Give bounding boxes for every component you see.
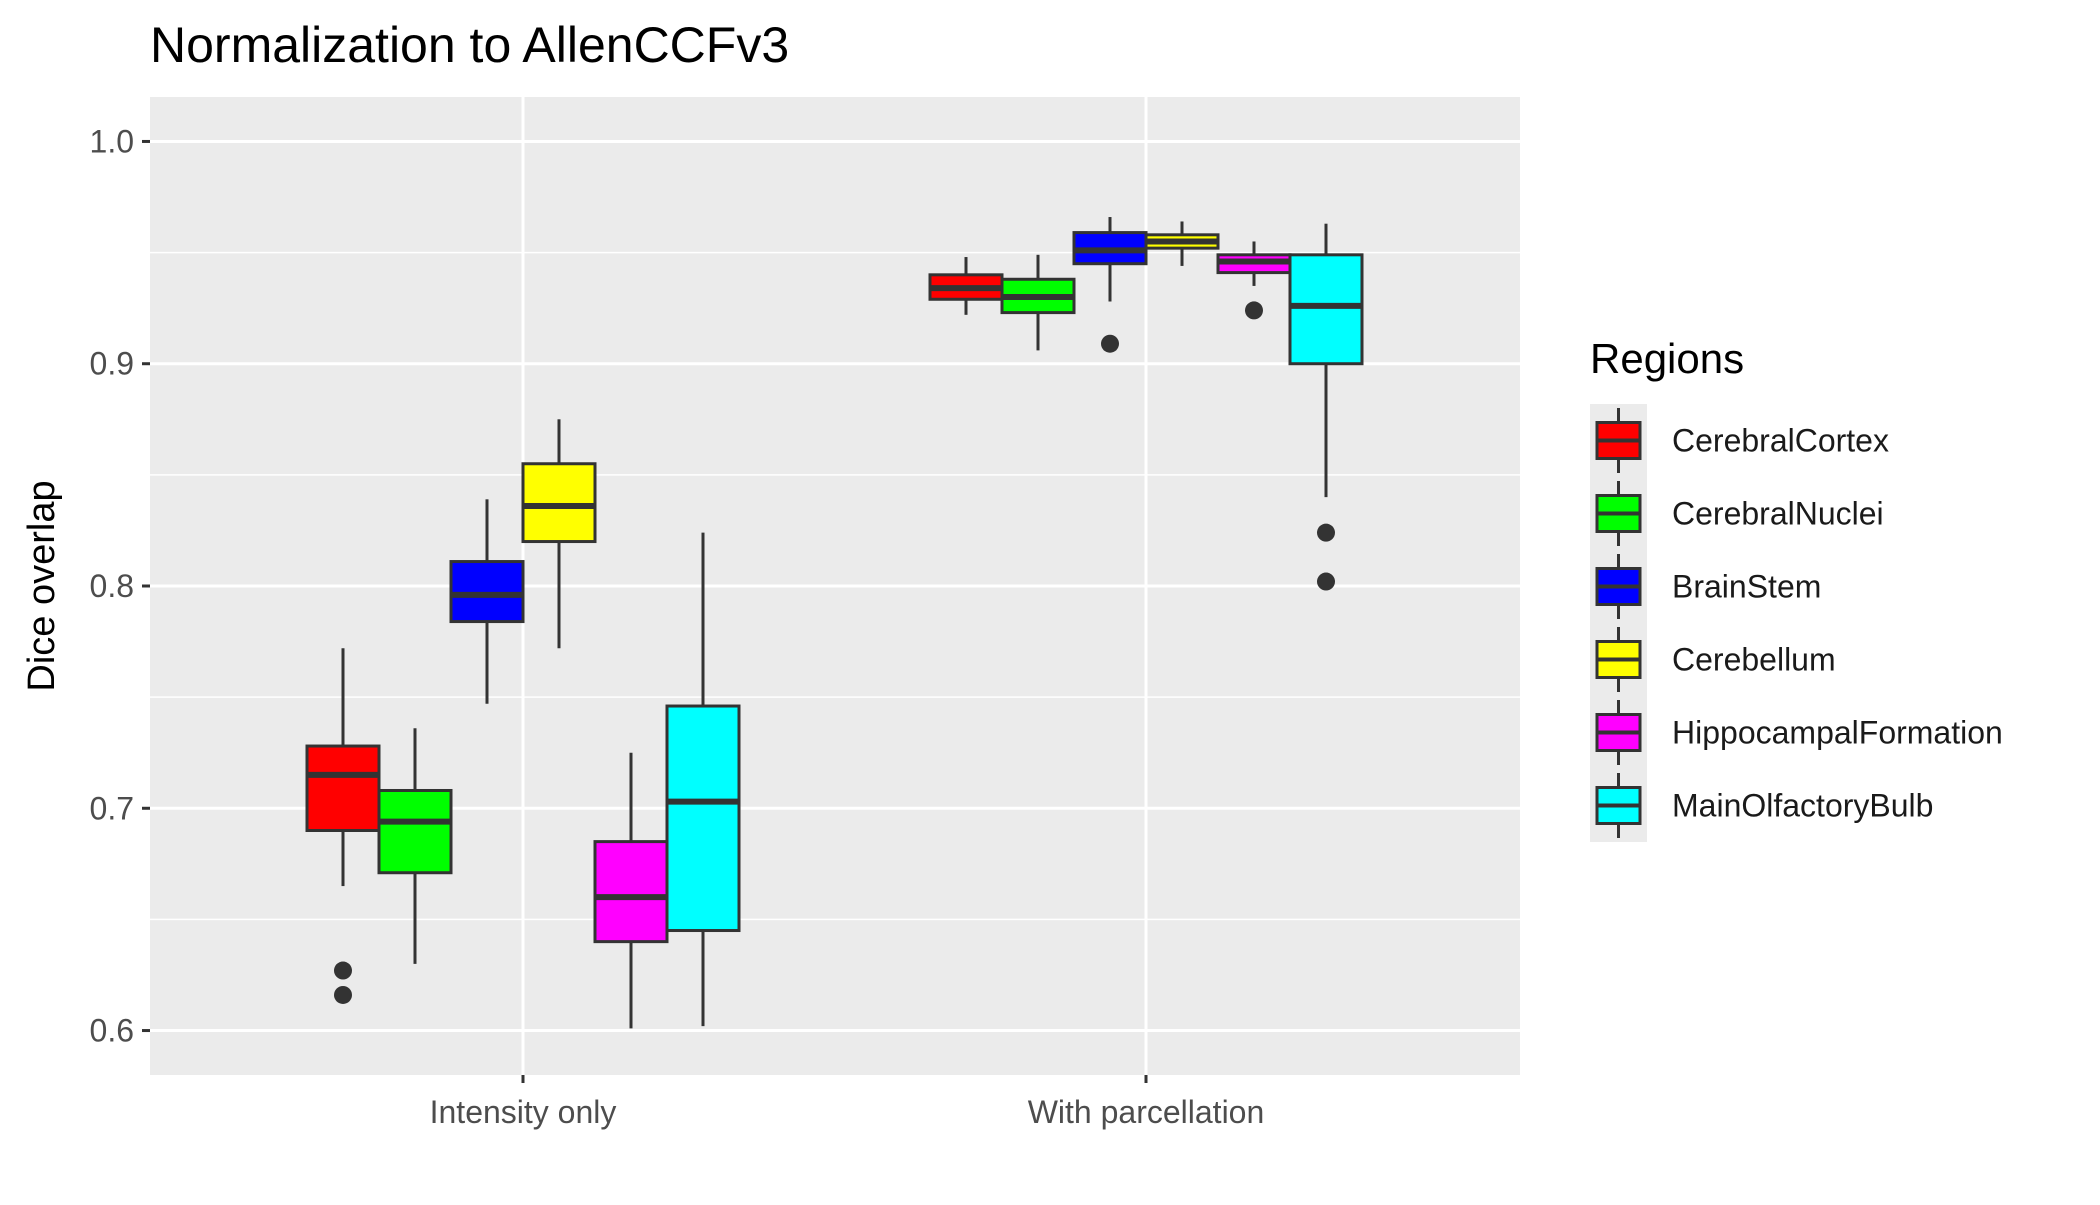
y-axis-title: Dice overlap xyxy=(21,480,63,691)
box-CerebralNuclei-with-parcellation xyxy=(1000,254,1076,351)
box-body xyxy=(593,840,669,944)
chart-title: Normalization to AllenCCFv3 xyxy=(150,17,789,73)
box-layer xyxy=(305,217,1364,1029)
x-tick-label: With parcellation xyxy=(1028,1094,1265,1130)
box-Cerebellum-intensity-only xyxy=(521,419,597,649)
outlier-point xyxy=(334,985,352,1004)
legend-item-MainOlfactoryBulb: MainOlfactoryBulb xyxy=(1595,773,1933,838)
legend-title: Regions xyxy=(1590,335,1744,382)
outlier-point xyxy=(1245,301,1263,320)
box-body xyxy=(1288,253,1364,366)
x-axis: Intensity only With parcellation xyxy=(430,1075,1265,1130)
y-tick-label: 0.6 xyxy=(90,1013,134,1049)
grid-minor xyxy=(150,251,1520,921)
box-body xyxy=(665,704,741,933)
box-MainOlfactoryBulb-intensity-only xyxy=(665,532,741,1027)
box-body xyxy=(305,744,381,833)
legend-label: Cerebellum xyxy=(1672,642,1836,678)
legend-item-CerebralCortex: CerebralCortex xyxy=(1595,408,1889,473)
legend-label: CerebralNuclei xyxy=(1672,496,1884,532)
box-HippocampalFormation-intensity-only xyxy=(593,752,669,1029)
y-tick-label: 0.7 xyxy=(90,790,134,826)
y-axis: 0.6 0.7 0.8 0.9 1.0 xyxy=(90,123,150,1049)
box-CerebralCortex-intensity-only xyxy=(305,648,381,1004)
box-body xyxy=(449,560,525,624)
y-tick-label: 0.8 xyxy=(90,568,134,604)
x-tick-label: Intensity only xyxy=(430,1094,617,1130)
legend: CerebralCortex CerebralNuclei BrainStem Cer… xyxy=(1590,404,2003,842)
box-body xyxy=(377,788,453,875)
legend-item-BrainStem: BrainStem xyxy=(1595,554,1821,619)
box-Cerebellum-with-parcellation xyxy=(1144,221,1220,266)
outlier-point xyxy=(334,961,352,980)
legend-label: HippocampalFormation xyxy=(1672,715,2003,751)
legend-item-CerebralNuclei: CerebralNuclei xyxy=(1595,481,1884,546)
box-CerebralNuclei-intensity-only xyxy=(377,728,453,964)
box-MainOlfactoryBulb-with-parcellation xyxy=(1288,223,1364,591)
box-HippocampalFormation-with-parcellation xyxy=(1216,241,1292,320)
legend-label: CerebralCortex xyxy=(1672,423,1889,459)
box-BrainStem-with-parcellation xyxy=(1072,217,1148,353)
box-body xyxy=(521,462,597,544)
outlier-point xyxy=(1101,334,1119,353)
outlier-point xyxy=(1317,523,1335,542)
box-BrainStem-intensity-only xyxy=(449,499,525,704)
legend-item-HippocampalFormation: HippocampalFormation xyxy=(1595,700,2003,765)
outlier-point xyxy=(1317,572,1335,591)
legend-label: BrainStem xyxy=(1672,569,1821,605)
y-tick-label: 0.9 xyxy=(90,346,134,382)
legend-item-Cerebellum: Cerebellum xyxy=(1595,627,1836,692)
legend-key-background xyxy=(1590,404,1647,842)
legend-label: MainOlfactoryBulb xyxy=(1672,788,1933,824)
y-tick-label: 1.0 xyxy=(90,123,134,159)
